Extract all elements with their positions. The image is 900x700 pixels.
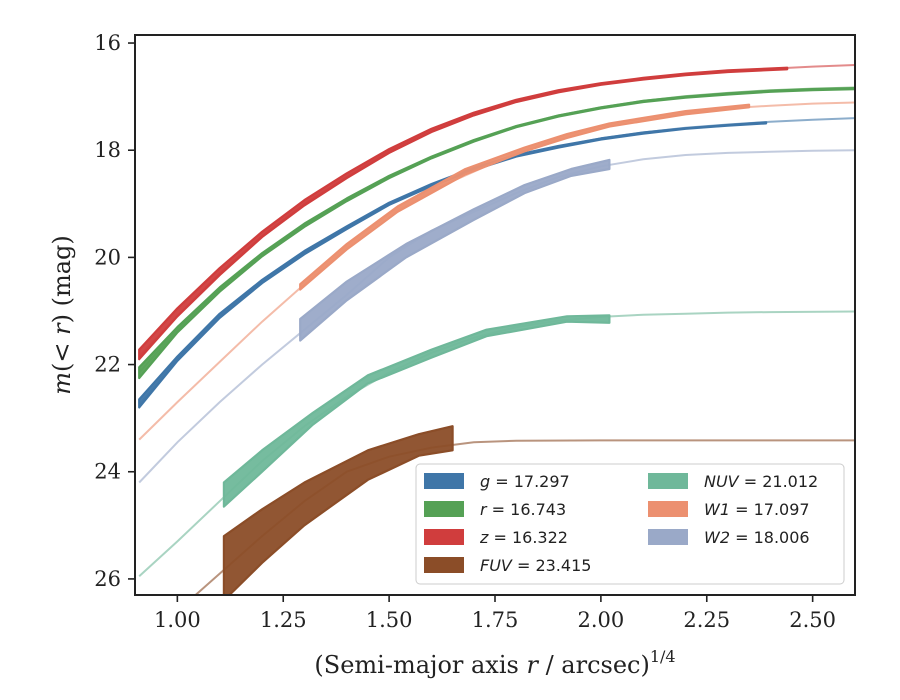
- data-band-fuv: [222, 425, 454, 595]
- x-tick-label: 1.50: [366, 608, 413, 632]
- legend-box: [415, 463, 845, 585]
- x-tick-label: 2.50: [789, 608, 836, 632]
- x-tick-label: 2.25: [683, 608, 730, 632]
- legend-swatch-z: [424, 529, 464, 545]
- legend-swatch-r: [424, 501, 464, 517]
- legend: g = 17.297 r = 16.743 z = 16.322 FUV = 23.4…: [415, 463, 845, 585]
- x-tick-label: 1.25: [260, 608, 307, 632]
- x-tick-label: 1.75: [472, 608, 519, 632]
- x-axis-ticks: 1.00 1.25 1.50 1.75 2.00 2.25 2.50: [154, 595, 836, 632]
- legend-entry-z: z = 16.322: [479, 528, 568, 547]
- data-band-r: [138, 87, 855, 380]
- x-tick-label: 1.00: [154, 608, 201, 632]
- legend-entry-nuv: NUV = 21.012: [704, 472, 818, 491]
- legend-entry-g: g = 17.297: [480, 472, 570, 491]
- legend-entry-w1: W1 = 17.097: [704, 500, 810, 519]
- x-tick-label: 2.00: [577, 608, 624, 632]
- y-tick-label: 24: [94, 460, 121, 484]
- plot-area: [138, 64, 855, 595]
- legend-swatch-nuv: [648, 473, 688, 489]
- legend-swatch-w1: [648, 501, 688, 517]
- y-axis-ticks: 16 18 20 22 24 26: [94, 31, 135, 591]
- data-band-z: [138, 66, 789, 361]
- y-tick-label: 26: [94, 567, 121, 591]
- legend-entry-r: r = 16.743: [480, 500, 566, 519]
- legend-entry-fuv: FUV = 23.415: [480, 556, 591, 575]
- data-band-g: [138, 121, 768, 409]
- x-axis-label: (Semi-major axis r / arcsec)1/4: [314, 647, 675, 679]
- y-tick-label: 16: [94, 31, 121, 55]
- legend-swatch-fuv: [424, 557, 464, 573]
- y-axis-label: m(< r) (mag): [48, 235, 76, 395]
- data-band-w2: [299, 158, 611, 342]
- legend-swatch-g: [424, 473, 464, 489]
- y-tick-label: 22: [94, 353, 121, 377]
- y-tick-label: 18: [94, 138, 121, 162]
- data-band-nuv: [222, 314, 611, 508]
- legend-swatch-w2: [648, 529, 688, 545]
- legend-entry-w2: W2 = 18.006: [704, 528, 810, 547]
- data-band-w1: [299, 103, 751, 291]
- y-tick-label: 20: [94, 245, 121, 269]
